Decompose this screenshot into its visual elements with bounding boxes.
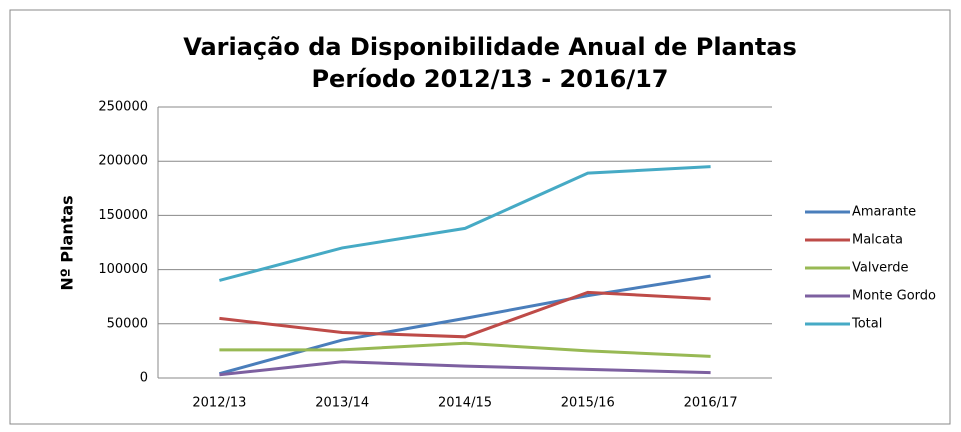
x-tick-label: 2012/13 bbox=[192, 396, 246, 411]
y-tick-label: 200000 bbox=[98, 154, 148, 169]
y-axis-label: Nº Plantas bbox=[58, 195, 77, 290]
y-tick-label: 50000 bbox=[107, 316, 148, 331]
legend-label: Valverde bbox=[852, 261, 909, 276]
series-line bbox=[219, 341, 711, 358]
chart-title: Variação da Disponibilidade Anual de Pla… bbox=[183, 33, 797, 61]
chart-subtitle: Período 2012/13 - 2016/17 bbox=[311, 65, 668, 93]
series-line bbox=[219, 360, 711, 377]
legend-label: Amarante bbox=[852, 205, 916, 220]
y-tick-label: 100000 bbox=[98, 262, 148, 277]
x-tick-label: 2015/16 bbox=[561, 396, 615, 411]
chart-border bbox=[9, 9, 951, 425]
legend-label: Malcata bbox=[852, 233, 903, 248]
x-tick-label: 2013/14 bbox=[315, 396, 369, 411]
legend-label: Monte Gordo bbox=[852, 289, 936, 304]
legend-label: Total bbox=[851, 317, 882, 332]
y-tick-label: 0 bbox=[140, 371, 148, 386]
y-tick-label: 150000 bbox=[98, 208, 148, 223]
x-tick-label: 2014/15 bbox=[438, 396, 492, 411]
x-tick-label: 2016/17 bbox=[684, 396, 738, 411]
series-line bbox=[219, 165, 711, 282]
y-tick-label: 250000 bbox=[98, 100, 148, 115]
series-line bbox=[219, 290, 711, 339]
